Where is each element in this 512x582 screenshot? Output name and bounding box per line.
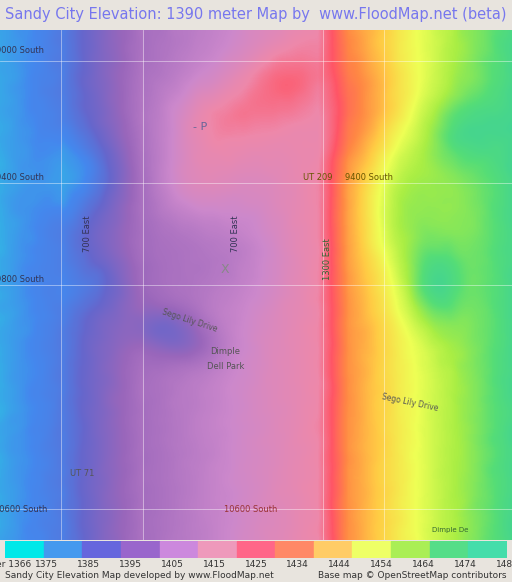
Text: 10600 South: 10600 South (224, 505, 278, 514)
Bar (468, 541, 507, 558)
Bar (121, 541, 160, 558)
Text: 1415: 1415 (203, 560, 226, 569)
Text: 700 East: 700 East (231, 216, 240, 252)
Bar (160, 541, 198, 558)
Text: - P: - P (193, 122, 207, 132)
Text: 1464: 1464 (412, 560, 435, 569)
Text: Base map © OpenStreetMap contributors: Base map © OpenStreetMap contributors (318, 572, 507, 580)
Text: 1474: 1474 (454, 560, 477, 569)
Text: 1405: 1405 (161, 560, 184, 569)
Bar (430, 541, 468, 558)
Text: 9400 South: 9400 South (0, 173, 45, 182)
Bar (275, 541, 314, 558)
Text: 9800 South: 9800 South (0, 275, 45, 285)
Bar (391, 541, 430, 558)
Text: 1375: 1375 (35, 560, 58, 569)
Text: Dimple De: Dimple De (432, 527, 469, 533)
Text: X: X (221, 263, 229, 276)
Text: 1300 East: 1300 East (323, 239, 332, 281)
Text: Sandy City Elevation Map developed by www.FloodMap.net: Sandy City Elevation Map developed by ww… (5, 572, 274, 580)
Bar (5, 541, 44, 558)
Text: 1484: 1484 (496, 560, 512, 569)
Bar (314, 541, 352, 558)
Bar (198, 541, 237, 558)
Text: 9000 South: 9000 South (0, 46, 45, 55)
Text: Dimple: Dimple (210, 347, 240, 356)
Bar (44, 541, 82, 558)
Text: 1434: 1434 (286, 560, 309, 569)
Text: UT 71: UT 71 (70, 469, 94, 478)
Bar (352, 541, 391, 558)
Bar (237, 541, 275, 558)
Text: Sego Lily Drive: Sego Lily Drive (380, 392, 439, 413)
Text: UT 209: UT 209 (303, 173, 332, 182)
Text: 1425: 1425 (245, 560, 267, 569)
Text: Sandy City Elevation: 1390 meter Map by  www.FloodMap.net (beta): Sandy City Elevation: 1390 meter Map by … (5, 8, 507, 23)
Text: 1395: 1395 (119, 560, 142, 569)
Text: 10600 South: 10600 South (0, 505, 47, 514)
Text: 700 East: 700 East (82, 216, 92, 252)
Bar (82, 541, 121, 558)
Text: 1454: 1454 (370, 560, 393, 569)
Text: 1385: 1385 (77, 560, 100, 569)
Text: Dell Park: Dell Park (207, 362, 244, 371)
Text: meter 1366: meter 1366 (0, 560, 32, 569)
Text: 9400 South: 9400 South (345, 173, 393, 182)
Text: 1444: 1444 (328, 560, 351, 569)
Text: Sego Lily Drive: Sego Lily Drive (161, 307, 218, 334)
